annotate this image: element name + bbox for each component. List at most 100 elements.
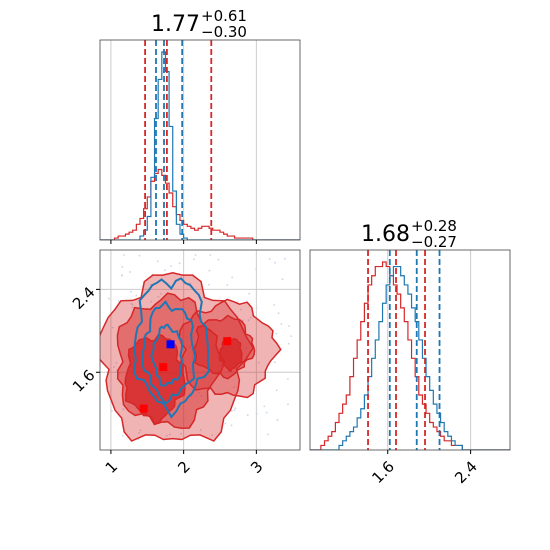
sample-point bbox=[123, 253, 126, 256]
contour-layers bbox=[100, 253, 293, 442]
sample-point bbox=[275, 332, 278, 335]
histogram-steps bbox=[100, 40, 300, 240]
sample-point bbox=[131, 303, 134, 306]
x-tick-label: 2.4 bbox=[451, 458, 481, 488]
panel-frame bbox=[99, 39, 301, 241]
panel-hist-param-0: 1.77 +0.61 −0.30 bbox=[99, 7, 301, 244]
sample-point bbox=[193, 258, 195, 261]
sample-point bbox=[157, 295, 160, 298]
sample-point bbox=[121, 434, 124, 437]
sample-point bbox=[241, 319, 244, 322]
grid-lines bbox=[110, 40, 257, 240]
panel-title-plus: +0.61 bbox=[201, 7, 247, 25]
grid-lines bbox=[387, 250, 472, 450]
sample-point bbox=[160, 293, 162, 295]
sample-point bbox=[122, 408, 125, 411]
red-contour-level bbox=[218, 336, 243, 372]
y-tick-label: 1.6 bbox=[69, 366, 99, 396]
panel-background bbox=[100, 40, 300, 240]
panel-background bbox=[310, 250, 510, 450]
sample-point bbox=[275, 389, 278, 392]
sample-point bbox=[168, 433, 171, 436]
sample-point bbox=[283, 257, 286, 260]
sample-point bbox=[287, 403, 289, 406]
sample-point bbox=[255, 413, 258, 416]
sample-point bbox=[234, 407, 237, 410]
sample-point bbox=[281, 278, 284, 281]
sample-point bbox=[208, 269, 211, 272]
x-tick-label: 2 bbox=[174, 458, 193, 477]
y-tick-label: 2.4 bbox=[69, 283, 99, 313]
sample-point bbox=[165, 434, 168, 437]
x-ticks: 1.6 2.4 bbox=[368, 450, 481, 487]
sample-point bbox=[263, 405, 266, 408]
sample-point bbox=[170, 265, 173, 268]
sample-point bbox=[233, 409, 236, 412]
sample-point bbox=[129, 271, 131, 273]
sample-point bbox=[273, 361, 276, 364]
sample-point bbox=[135, 294, 138, 297]
sample-point bbox=[121, 265, 124, 268]
sample-point bbox=[107, 297, 110, 300]
sample-point bbox=[246, 414, 249, 416]
sample-point bbox=[287, 342, 290, 345]
histogram-series bbox=[100, 168, 300, 240]
sample-point bbox=[115, 361, 118, 364]
sample-point bbox=[258, 361, 260, 364]
sample-point bbox=[117, 300, 120, 303]
sample-point bbox=[267, 433, 270, 436]
blue-contour-level bbox=[132, 277, 211, 419]
panel-title-main: 1.68 bbox=[361, 222, 410, 247]
sample-point bbox=[240, 308, 242, 311]
sample-point bbox=[131, 306, 134, 309]
sample-point bbox=[290, 335, 293, 338]
panel-contour-param-0-vs-1: 1 2 3 1.6 2.4 bbox=[69, 249, 301, 477]
sample-point bbox=[286, 378, 289, 380]
sample-point bbox=[150, 300, 153, 303]
histogram-series bbox=[310, 265, 510, 450]
point-marker bbox=[223, 337, 232, 346]
blue-contour-level bbox=[150, 323, 184, 387]
sample-point bbox=[178, 262, 181, 265]
sample-point bbox=[111, 326, 114, 329]
sample-point bbox=[230, 409, 233, 412]
point-marker bbox=[166, 340, 175, 349]
sample-point bbox=[110, 409, 113, 412]
sample-point bbox=[233, 386, 236, 389]
panel-hist-param-1: 1.6 2.4 1.68 +0.28 −0.27 bbox=[309, 217, 511, 487]
sample-point bbox=[231, 276, 234, 279]
panel-title-plus: +0.28 bbox=[411, 217, 457, 235]
sample-point bbox=[120, 274, 123, 277]
sample-point bbox=[139, 429, 142, 432]
sample-point bbox=[164, 269, 166, 272]
sample-point bbox=[273, 304, 276, 306]
sample-point bbox=[113, 366, 115, 368]
sample-point bbox=[199, 429, 202, 431]
sample-point bbox=[248, 292, 251, 295]
sample-point bbox=[156, 260, 159, 263]
sample-point bbox=[209, 254, 212, 256]
sample-point bbox=[226, 284, 229, 286]
sample-point bbox=[280, 323, 283, 326]
sample-point bbox=[268, 258, 271, 260]
sample-point bbox=[230, 424, 233, 427]
sample-point bbox=[138, 431, 141, 434]
sample-point bbox=[217, 258, 220, 261]
x-tick-label: 3 bbox=[247, 458, 266, 477]
point-marker bbox=[139, 404, 148, 413]
sample-point bbox=[194, 253, 197, 256]
panel-frame bbox=[99, 249, 301, 451]
sample-point bbox=[224, 422, 227, 425]
point-marker bbox=[159, 363, 168, 372]
panel-title-minus: −0.27 bbox=[411, 233, 457, 251]
sample-point bbox=[277, 312, 280, 315]
sample-point bbox=[138, 254, 141, 257]
sample-point bbox=[180, 432, 182, 435]
sample-point bbox=[130, 290, 132, 293]
sample-point bbox=[274, 261, 276, 264]
histogram-steps bbox=[310, 250, 510, 450]
sample-point bbox=[249, 316, 252, 319]
panel-title-minus: −0.30 bbox=[201, 23, 247, 41]
panel-frame bbox=[309, 249, 511, 451]
